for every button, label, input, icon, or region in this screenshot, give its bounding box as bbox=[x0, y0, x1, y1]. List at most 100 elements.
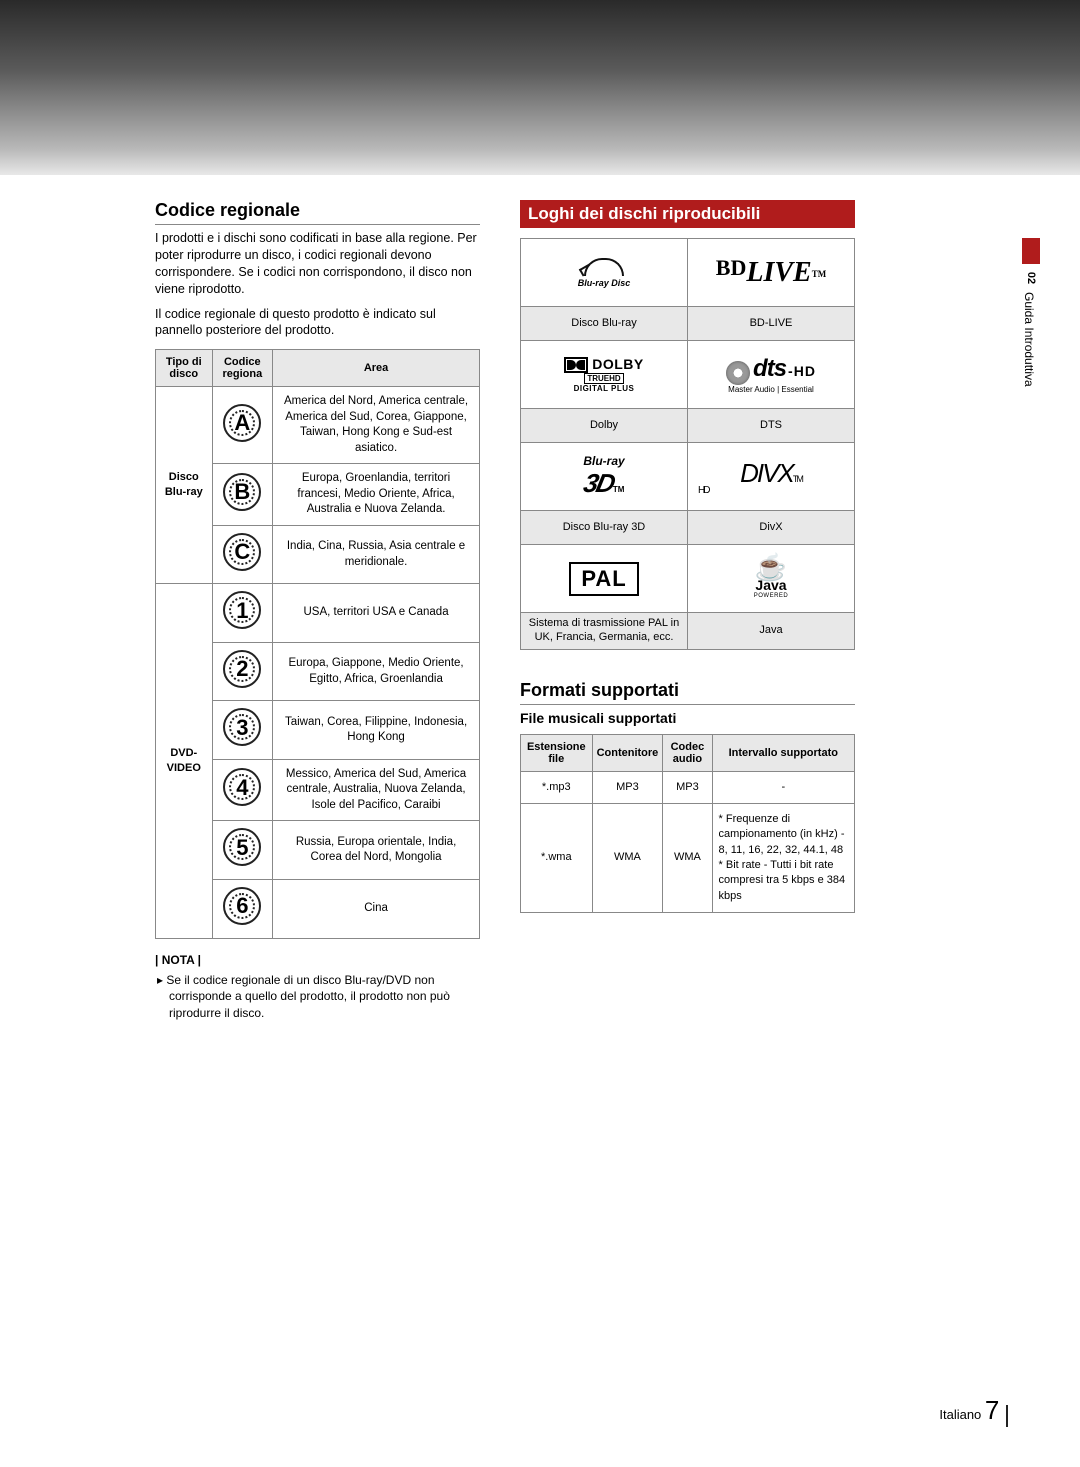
dts-text: dts bbox=[753, 355, 786, 382]
footer-lang: Italiano bbox=[939, 1407, 981, 1422]
top-gradient bbox=[0, 0, 1080, 175]
logo-pal: PAL bbox=[521, 545, 688, 613]
region-area-4: Messico, America del Sud, America centra… bbox=[273, 759, 480, 821]
region-para-1: I prodotti e i dischi sono codificati in… bbox=[155, 230, 480, 298]
music-th-codec: Codec audio bbox=[663, 734, 712, 771]
region-code-table: Tipo di disco Codice regiona Area Disco … bbox=[155, 349, 480, 938]
mp3-range: - bbox=[712, 771, 854, 803]
note-label: | NOTA | bbox=[155, 953, 480, 967]
region-th-area: Area bbox=[273, 350, 480, 387]
left-column: Codice regionale I prodotti e i dischi s… bbox=[155, 200, 480, 1022]
bdlive-live: LIVE bbox=[746, 257, 811, 288]
region-icon-b: B bbox=[212, 464, 273, 526]
region-th-code: Codice regiona bbox=[212, 350, 273, 387]
table-row: DVD-VIDEO 1 USA, territori USA e Canada bbox=[156, 584, 480, 643]
label-java: Java bbox=[688, 613, 855, 650]
side-tab-text: Guida Introduttiva bbox=[1022, 292, 1036, 387]
dts-sub: Master Audio | Essential bbox=[692, 385, 850, 394]
label-divx: DivX bbox=[688, 511, 855, 545]
mp3-container: MP3 bbox=[592, 771, 663, 803]
logo-bluray-3d: Blu-ray 3DTM bbox=[521, 443, 688, 511]
region-area-b: Europa, Groenlandia, territori francesi,… bbox=[273, 464, 480, 526]
bluray-arc-icon bbox=[584, 258, 624, 276]
music-th-ext: Estensione file bbox=[521, 734, 593, 771]
label-dts: DTS bbox=[688, 409, 855, 443]
footer-page-number: 7 bbox=[985, 1395, 999, 1425]
region-area-5: Russia, Europa orientale, India, Corea d… bbox=[273, 821, 480, 880]
side-tab-marker bbox=[1022, 238, 1040, 264]
footer-bar-icon bbox=[1006, 1405, 1008, 1427]
wma-range: * Frequenze di campionamento (in kHz) - … bbox=[712, 803, 854, 912]
pal-text: PAL bbox=[569, 562, 638, 596]
music-th-container: Contenitore bbox=[592, 734, 663, 771]
region-icon-3: 3 bbox=[212, 701, 273, 760]
music-files-subtitle: File musicali supportati bbox=[520, 710, 855, 726]
region-area-c: India, Cina, Russia, Asia centrale e mer… bbox=[273, 525, 480, 584]
label-bluray-3d: Disco Blu-ray 3D bbox=[521, 511, 688, 545]
logo-bdlive: BDLIVETM bbox=[688, 239, 855, 307]
content-columns: Codice regionale I prodotti e i dischi s… bbox=[0, 175, 1080, 1022]
region-icon-2: 2 bbox=[212, 642, 273, 701]
disc-type-bluray: Disco Blu-ray bbox=[156, 387, 213, 584]
region-icon-6: 6 bbox=[212, 879, 273, 938]
br3d-3d: 3D bbox=[580, 468, 616, 499]
region-th-type: Tipo di disco bbox=[156, 350, 213, 387]
dts-disc-icon bbox=[726, 361, 750, 385]
br3d-tm: TM bbox=[613, 485, 625, 494]
java-cup-icon: ☕ bbox=[692, 558, 850, 576]
region-code-title: Codice regionale bbox=[155, 200, 480, 225]
br3d-bluray-word: Blu-ray bbox=[525, 454, 683, 468]
logo-bluray-disc: Blu-ray Disc bbox=[521, 239, 688, 307]
region-icon-c: C bbox=[212, 525, 273, 584]
table-row: Disco Blu-ray A America del Nord, Americ… bbox=[156, 387, 480, 464]
mp3-ext: *.mp3 bbox=[521, 771, 593, 803]
dolby-dd-icon bbox=[564, 357, 588, 373]
music-formats-table: Estensione file Contenitore Codec audio … bbox=[520, 734, 855, 914]
right-column: Loghi dei dischi riproducibili Blu-ray D… bbox=[520, 200, 855, 1022]
music-th-range: Intervallo supportato bbox=[712, 734, 854, 771]
disc-type-dvd: DVD-VIDEO bbox=[156, 584, 213, 938]
table-row: *.wma WMA WMA * Frequenze di campionamen… bbox=[521, 803, 855, 912]
label-dolby: Dolby bbox=[521, 409, 688, 443]
mp3-codec: MP3 bbox=[663, 771, 712, 803]
region-icon-a: A bbox=[212, 387, 273, 464]
region-area-a: America del Nord, America centrale, Amer… bbox=[273, 387, 480, 464]
region-area-2: Europa, Giappone, Medio Oriente, Egitto,… bbox=[273, 642, 480, 701]
logo-dts: dts-HD Master Audio | Essential bbox=[688, 341, 855, 409]
label-bdlive: BD-LIVE bbox=[688, 307, 855, 341]
region-area-1: USA, territori USA e Canada bbox=[273, 584, 480, 643]
region-area-6: Cina bbox=[273, 879, 480, 938]
wma-container: WMA bbox=[592, 803, 663, 912]
region-icon-4: 4 bbox=[212, 759, 273, 821]
logo-java: ☕ Java POWERED bbox=[688, 545, 855, 613]
region-para-2: Il codice regionale di questo prodotto è… bbox=[155, 306, 480, 340]
bdlive-tm: TM bbox=[812, 269, 827, 279]
page-footer: Italiano 7 bbox=[939, 1395, 1008, 1427]
supported-formats-title: Formati supportati bbox=[520, 680, 855, 705]
logo-dolby: DOLBY TRUEHD DIGITAL PLUS bbox=[521, 341, 688, 409]
logo-divx: DIVXTM HD bbox=[688, 443, 855, 511]
region-icon-1: 1 bbox=[212, 584, 273, 643]
java-word: Java bbox=[755, 577, 786, 593]
note-text: Se il codice regionale di un disco Blu-r… bbox=[169, 972, 480, 1022]
note-block: | NOTA | Se il codice regionale di un di… bbox=[155, 953, 480, 1022]
logo-grid: Blu-ray Disc BDLIVETM Disco Blu-ray BD-L… bbox=[520, 238, 855, 650]
table-row: *.mp3 MP3 MP3 - bbox=[521, 771, 855, 803]
wma-codec: WMA bbox=[663, 803, 712, 912]
divx-tm: TM bbox=[793, 474, 802, 484]
bdlive-bd: BD bbox=[716, 255, 747, 280]
side-tab: 02 Guida Introduttiva bbox=[1022, 238, 1040, 387]
side-tab-number: 02 bbox=[1025, 269, 1037, 287]
bluray-disc-word: Blu-ray Disc bbox=[578, 278, 631, 288]
dolby-truehd: TRUEHD bbox=[584, 373, 623, 384]
label-pal: Sistema di trasmissione PAL in UK, Franc… bbox=[521, 613, 688, 650]
java-powered: POWERED bbox=[692, 593, 850, 599]
playable-logos-title: Loghi dei dischi riproducibili bbox=[520, 200, 855, 228]
divx-text: DIVX bbox=[740, 458, 793, 488]
dolby-word: DOLBY bbox=[592, 356, 644, 372]
region-area-3: Taiwan, Corea, Filippine, Indonesia, Hon… bbox=[273, 701, 480, 760]
dts-hd: -HD bbox=[788, 363, 816, 379]
wma-ext: *.wma bbox=[521, 803, 593, 912]
region-icon-5: 5 bbox=[212, 821, 273, 880]
dolby-digitalplus: DIGITAL PLUS bbox=[525, 384, 683, 393]
